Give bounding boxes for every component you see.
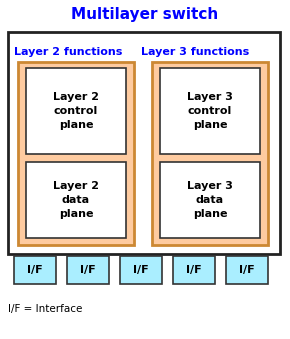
Bar bbox=[160, 68, 260, 154]
Text: I/F = Interface: I/F = Interface bbox=[8, 304, 82, 314]
Bar bbox=[8, 32, 280, 254]
Bar bbox=[67, 256, 109, 284]
Bar bbox=[26, 162, 126, 238]
Text: Layer 3 functions: Layer 3 functions bbox=[141, 47, 249, 57]
Text: Layer 2
control
plane: Layer 2 control plane bbox=[53, 92, 99, 130]
Bar bbox=[14, 256, 56, 284]
Text: I/F: I/F bbox=[27, 265, 43, 275]
Bar bbox=[173, 256, 215, 284]
Text: Layer 3
control
plane: Layer 3 control plane bbox=[187, 92, 233, 130]
Text: I/F: I/F bbox=[186, 265, 202, 275]
Bar bbox=[120, 256, 162, 284]
Text: I/F: I/F bbox=[80, 265, 96, 275]
Bar bbox=[226, 256, 268, 284]
Text: I/F: I/F bbox=[133, 265, 149, 275]
Text: Layer 2
data
plane: Layer 2 data plane bbox=[53, 181, 99, 219]
Text: I/F: I/F bbox=[239, 265, 255, 275]
Bar bbox=[18, 62, 134, 245]
Text: Layer 2 functions: Layer 2 functions bbox=[14, 47, 122, 57]
Text: Multilayer switch: Multilayer switch bbox=[71, 6, 219, 21]
Bar bbox=[160, 162, 260, 238]
Text: Layer 3
data
plane: Layer 3 data plane bbox=[187, 181, 233, 219]
Bar bbox=[26, 68, 126, 154]
Bar bbox=[152, 62, 268, 245]
